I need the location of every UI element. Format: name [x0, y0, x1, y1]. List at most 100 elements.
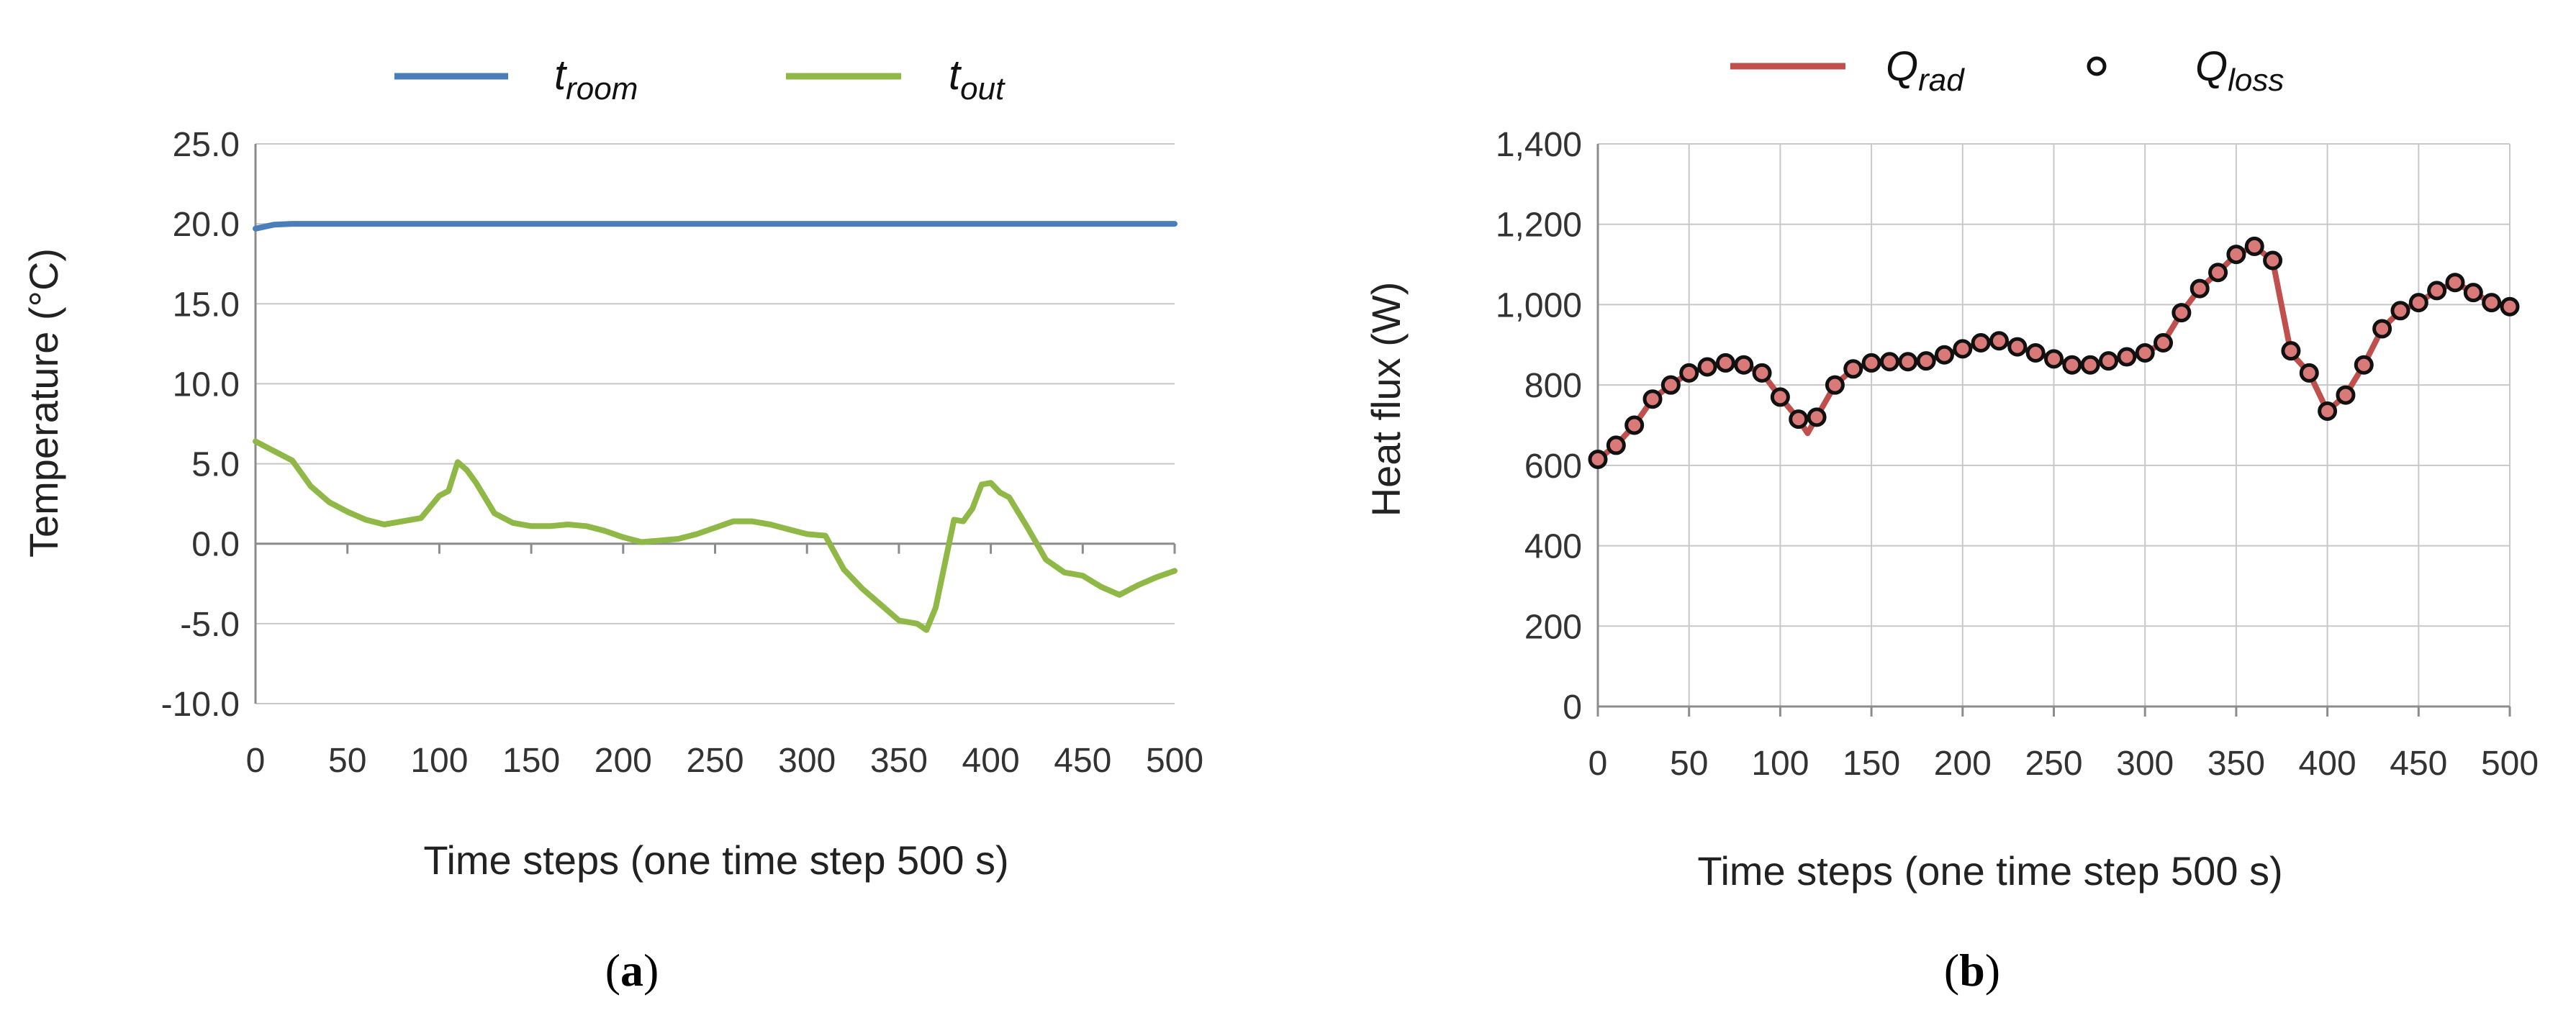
legend-label-q-loss: Qloss [2195, 43, 2284, 98]
chart-b-yticks: 0 200 400 600 800 1,000 1,200 1,400 [1496, 126, 1582, 727]
chart-b-series-q-loss-point [1697, 357, 1717, 377]
chart-b-series-q-loss-point [1989, 331, 2009, 351]
chart-b-series-q-loss-point [1770, 387, 1790, 407]
chart-b-series-q-loss-point [2445, 273, 2465, 293]
chart-b-series-q-loss-point [1825, 375, 1845, 395]
chart-a-ytick-label: 10.0 [173, 365, 240, 404]
chart-b-series-q-loss-point [2336, 385, 2356, 405]
chart-b-series-q-loss-point [1679, 363, 1699, 383]
legend-label-t-room-main: t [554, 52, 568, 99]
chart-a-series-t-out-line [253, 438, 1178, 633]
chart-b-xtick-label: 200 [1934, 745, 1992, 783]
chart-a-grid [256, 143, 1175, 704]
chart-b-xtick-label: 450 [2390, 745, 2447, 783]
chart-b-series-q-loss-point [1734, 355, 1754, 375]
chart-b-series-q-loss-point [2062, 355, 2082, 375]
legend-label-q-loss-main: Q [2195, 43, 2228, 90]
chart-b-xtick-label: 50 [1670, 745, 1708, 783]
chart-a-xtick-label: 100 [410, 742, 468, 780]
legend-label-q-rad-main: Q [1886, 43, 1918, 90]
chart-b-series-q-loss-point [1861, 353, 1881, 373]
chart-b-xtick-label: 250 [2025, 745, 2082, 783]
chart-b-xtick-label: 400 [2299, 745, 2356, 783]
chart-a-xtick-label: 300 [778, 742, 836, 780]
panel-label-a-close: ) [643, 945, 659, 996]
chart-a: -10.0 -5.0 0.0 5.0 10.0 15.0 20.0 25.0 0 50 100 15… [21, 52, 1203, 996]
legend-label-q-loss-sub: loss [2228, 63, 2284, 98]
chart-a-xtick-label: 350 [870, 742, 928, 780]
chart-b-series-q-loss-point [1916, 351, 1936, 371]
chart-b-ytick-label: 1,200 [1496, 206, 1582, 245]
chart-b-series-q-loss-point [2226, 245, 2246, 265]
chart-b-series-q-loss-point [1953, 339, 1973, 359]
chart-a-xtick-label: 50 [328, 742, 366, 780]
chart-b-series-q-loss-point [2390, 301, 2410, 321]
chart-a-xtick-label: 450 [1054, 742, 1111, 780]
chart-b-series-q-loss-point [2154, 332, 2174, 353]
panel-label-b-close: ) [1985, 945, 2000, 996]
legend-marker-q-loss [2087, 56, 2107, 76]
chart-b-series-q-loss-point [1934, 345, 1954, 365]
legend-label-t-room-sub: room [566, 71, 638, 106]
panel-label-b: (b) [1944, 945, 2000, 996]
chart-a-xtick-label: 400 [962, 742, 1020, 780]
chart-a-axes [254, 144, 1176, 704]
chart-a-ylabel: Temperature (°C) [21, 248, 66, 558]
chart-a-legend: troom tout [394, 52, 1005, 106]
chart-b-series-q-loss-point [1642, 389, 1663, 409]
chart-b-series-q-loss-point [2007, 337, 2028, 357]
chart-b-series-q-loss-point [2044, 349, 2064, 369]
chart-a-ytick-label: -10.0 [161, 686, 240, 724]
chart-b-series-q-loss-point [2263, 250, 2283, 271]
panel-label-a-open: ( [605, 945, 620, 996]
chart-b-ytick-label: 0 [1563, 688, 1582, 727]
chart-b-series-q-loss-point [1789, 409, 1809, 430]
chart-b-series-q-loss-point [1624, 415, 1645, 435]
chart-b-xtick-label: 150 [1843, 745, 1900, 783]
chart-a-xticks: 0 50 100 150 200 250 300 350 400 450 500 [246, 742, 1203, 780]
chart-b-series-q-loss-point [1843, 359, 1863, 379]
chart-a-xtick-label: 250 [686, 742, 744, 780]
chart-a-ytick-label: 25.0 [173, 126, 240, 164]
panel-label-a: (a) [605, 945, 659, 996]
chart-b-xticks: 0 50 100 150 200 250 300 350 400 450 500 [1588, 745, 2539, 783]
chart-b-xtick-label: 100 [1751, 745, 1809, 783]
chart-b-series-q-loss-point [2372, 319, 2392, 339]
chart-a-ytick-label: 20.0 [173, 206, 240, 244]
chart-b-series-q-loss-point [2189, 278, 2210, 299]
chart-a-xtick-label: 150 [502, 742, 560, 780]
chart-b-legend: Qrad Qloss [1730, 43, 2284, 98]
panel-label-a-letter: a [620, 945, 643, 996]
chart-b-ytick-label: 400 [1524, 528, 1582, 566]
chart-b-series-q-loss-point [1898, 352, 1918, 372]
chart-b-ytick-label: 800 [1524, 367, 1582, 405]
chart-b-series-q-loss-point [1606, 435, 1626, 455]
chart-b-xtick-label: 500 [2481, 745, 2539, 783]
chart-b-series-q-loss-point [2318, 401, 2338, 421]
chart-b-ytick-label: 600 [1524, 447, 1582, 486]
chart-b-series-q-loss-point [2299, 363, 2319, 383]
chart-b-axes [1596, 144, 2511, 717]
chart-a-ytick-label: 0.0 [191, 526, 240, 564]
chart-b-series-q-loss-point [2025, 342, 2046, 363]
chart-a-yticks: -10.0 -5.0 0.0 5.0 10.0 15.0 20.0 25.0 [161, 126, 240, 724]
panel-label-b-open: ( [1944, 945, 1959, 996]
chart-b-series-q-loss-point [2281, 341, 2301, 361]
chart-b-series [1588, 236, 2520, 469]
chart-a-ytick-label: -5.0 [180, 606, 240, 644]
chart-b-series-q-loss-point [2080, 355, 2100, 375]
legend-label-t-out: tout [949, 52, 1005, 106]
chart-b-series-q-loss-point [1715, 353, 1735, 373]
chart-b-series-q-loss-point [2099, 351, 2119, 371]
chart-b-series-q-loss-point [2135, 342, 2155, 363]
chart-b-ytick-label: 1,000 [1496, 286, 1582, 324]
chart-b-series-q-loss-point [2408, 293, 2428, 313]
panel-label-b-letter: b [1959, 945, 1985, 996]
chart-b-series-q-loss-point [2244, 236, 2264, 256]
chart-b-ylabel: Heat flux (W) [1363, 282, 1409, 517]
chart-b-series-q-loss-point [2482, 293, 2502, 313]
chart-b-series-q-loss-point [1660, 375, 1681, 395]
legend-label-t-room: troom [554, 52, 638, 106]
chart-a-series-t-room-line [253, 221, 1178, 232]
